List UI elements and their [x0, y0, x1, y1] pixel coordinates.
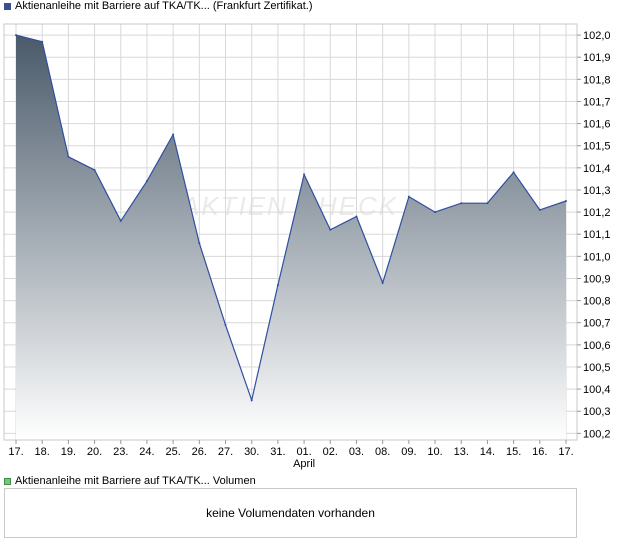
data-point: [198, 242, 201, 245]
x-tick-label: 13.: [454, 446, 469, 458]
x-tick-label: 17.: [8, 446, 23, 458]
x-tick-label: 02.: [323, 446, 338, 458]
data-point: [355, 215, 358, 218]
data-point: [276, 284, 279, 287]
data-point: [538, 208, 541, 211]
x-tick-label: 30.: [244, 446, 259, 458]
data-point: [434, 211, 437, 214]
x-tick-label: 25.: [165, 446, 180, 458]
volume-legend: Aktienanleihe mit Barriere auf TKA/TK...…: [4, 475, 256, 487]
data-point: [172, 133, 175, 136]
x-tick-label: 19.: [61, 446, 76, 458]
x-tick-label: 16.: [532, 446, 547, 458]
x-tick-label: 23.: [113, 446, 128, 458]
price-chart: AKTIEN CHECK 102,0101,9101,8101,7101,610…: [3, 23, 611, 470]
y-tick-label: 100,4: [583, 384, 611, 396]
x-tick-label: 18.: [35, 446, 50, 458]
y-tick-label: 100,7: [583, 318, 611, 330]
data-point: [250, 399, 253, 402]
x-tick-label: 10.: [427, 446, 442, 458]
data-point: [381, 281, 384, 284]
data-point: [565, 200, 567, 203]
data-point: [224, 323, 227, 326]
data-point: [41, 40, 44, 43]
data-point: [303, 173, 306, 176]
x-tick-label: 27.: [218, 446, 233, 458]
plot-frame: [3, 23, 578, 441]
x-tick-label: 24.: [139, 446, 154, 458]
y-tick-label: 101,7: [583, 96, 611, 108]
y-tick-label: 101,5: [583, 141, 611, 153]
no-volume-message: keine Volumendaten vorhanden: [206, 506, 375, 520]
y-tick-label: 100,3: [583, 406, 611, 418]
x-tick-label: 03.: [349, 446, 364, 458]
data-point: [460, 202, 463, 205]
chart-legend: Aktienanleihe mit Barriere auf TKA/TK...…: [4, 0, 313, 12]
data-point: [145, 180, 148, 183]
y-tick-label: 101,0: [583, 251, 611, 263]
y-tick-label: 101,4: [583, 163, 611, 175]
x-tick-label: 17.: [558, 446, 573, 458]
y-tick-label: 100,6: [583, 340, 611, 352]
x-month-label: April: [293, 458, 315, 470]
y-tick-label: 100,9: [583, 273, 611, 285]
y-tick-label: 100,2: [583, 428, 611, 440]
x-tick-label: 31.: [270, 446, 285, 458]
y-tick-label: 101,8: [583, 74, 611, 86]
data-point: [15, 34, 17, 37]
price-area: [16, 35, 566, 440]
x-tick-label: 01.: [296, 446, 311, 458]
data-point: [119, 219, 122, 222]
x-tick-label: 20.: [87, 446, 102, 458]
chart-legend-label: Aktienanleihe mit Barriere auf TKA/TK...…: [15, 0, 313, 12]
y-tick-label: 101,1: [583, 229, 611, 241]
y-tick-label: 100,5: [583, 362, 611, 374]
x-axis: 17. 18. 19. 20. 23. 24. 25. 26. 27. 30. 31. 01. 02. 0…: [8, 440, 574, 470]
data-points: [15, 34, 567, 402]
data-point: [329, 228, 332, 231]
data-point: [512, 171, 515, 174]
price-line: [15, 34, 567, 403]
y-tick-label: 100,8: [583, 296, 611, 308]
volume-swatch: [4, 477, 11, 485]
x-tick-label: 08.: [375, 446, 390, 458]
volume-legend-label: Aktienanleihe mit Barriere auf TKA/TK...…: [15, 475, 256, 487]
data-point: [93, 169, 96, 172]
y-tick-label: 101,2: [583, 207, 611, 219]
y-tick-label: 101,9: [583, 52, 611, 64]
x-tick-label: 09.: [401, 446, 416, 458]
y-tick-label: 101,6: [583, 119, 611, 131]
data-point: [67, 155, 70, 158]
y-tick-label: 102,0: [583, 30, 611, 42]
y-tick-label: 101,3: [583, 185, 611, 197]
x-tick-label: 26.: [192, 446, 207, 458]
series-swatch: [4, 2, 11, 10]
volume-panel: keine Volumendaten vorhanden: [4, 488, 577, 538]
data-point: [407, 195, 410, 198]
watermark-text: AKTIEN CHECK: [180, 191, 398, 221]
y-axis: 102,0 101,9 101,8 101,7 101,6 101,5 101,4 101,3…: [577, 30, 611, 440]
x-tick-label: 14.: [480, 446, 495, 458]
data-point: [486, 202, 489, 205]
x-tick-label: 15.: [506, 446, 521, 458]
